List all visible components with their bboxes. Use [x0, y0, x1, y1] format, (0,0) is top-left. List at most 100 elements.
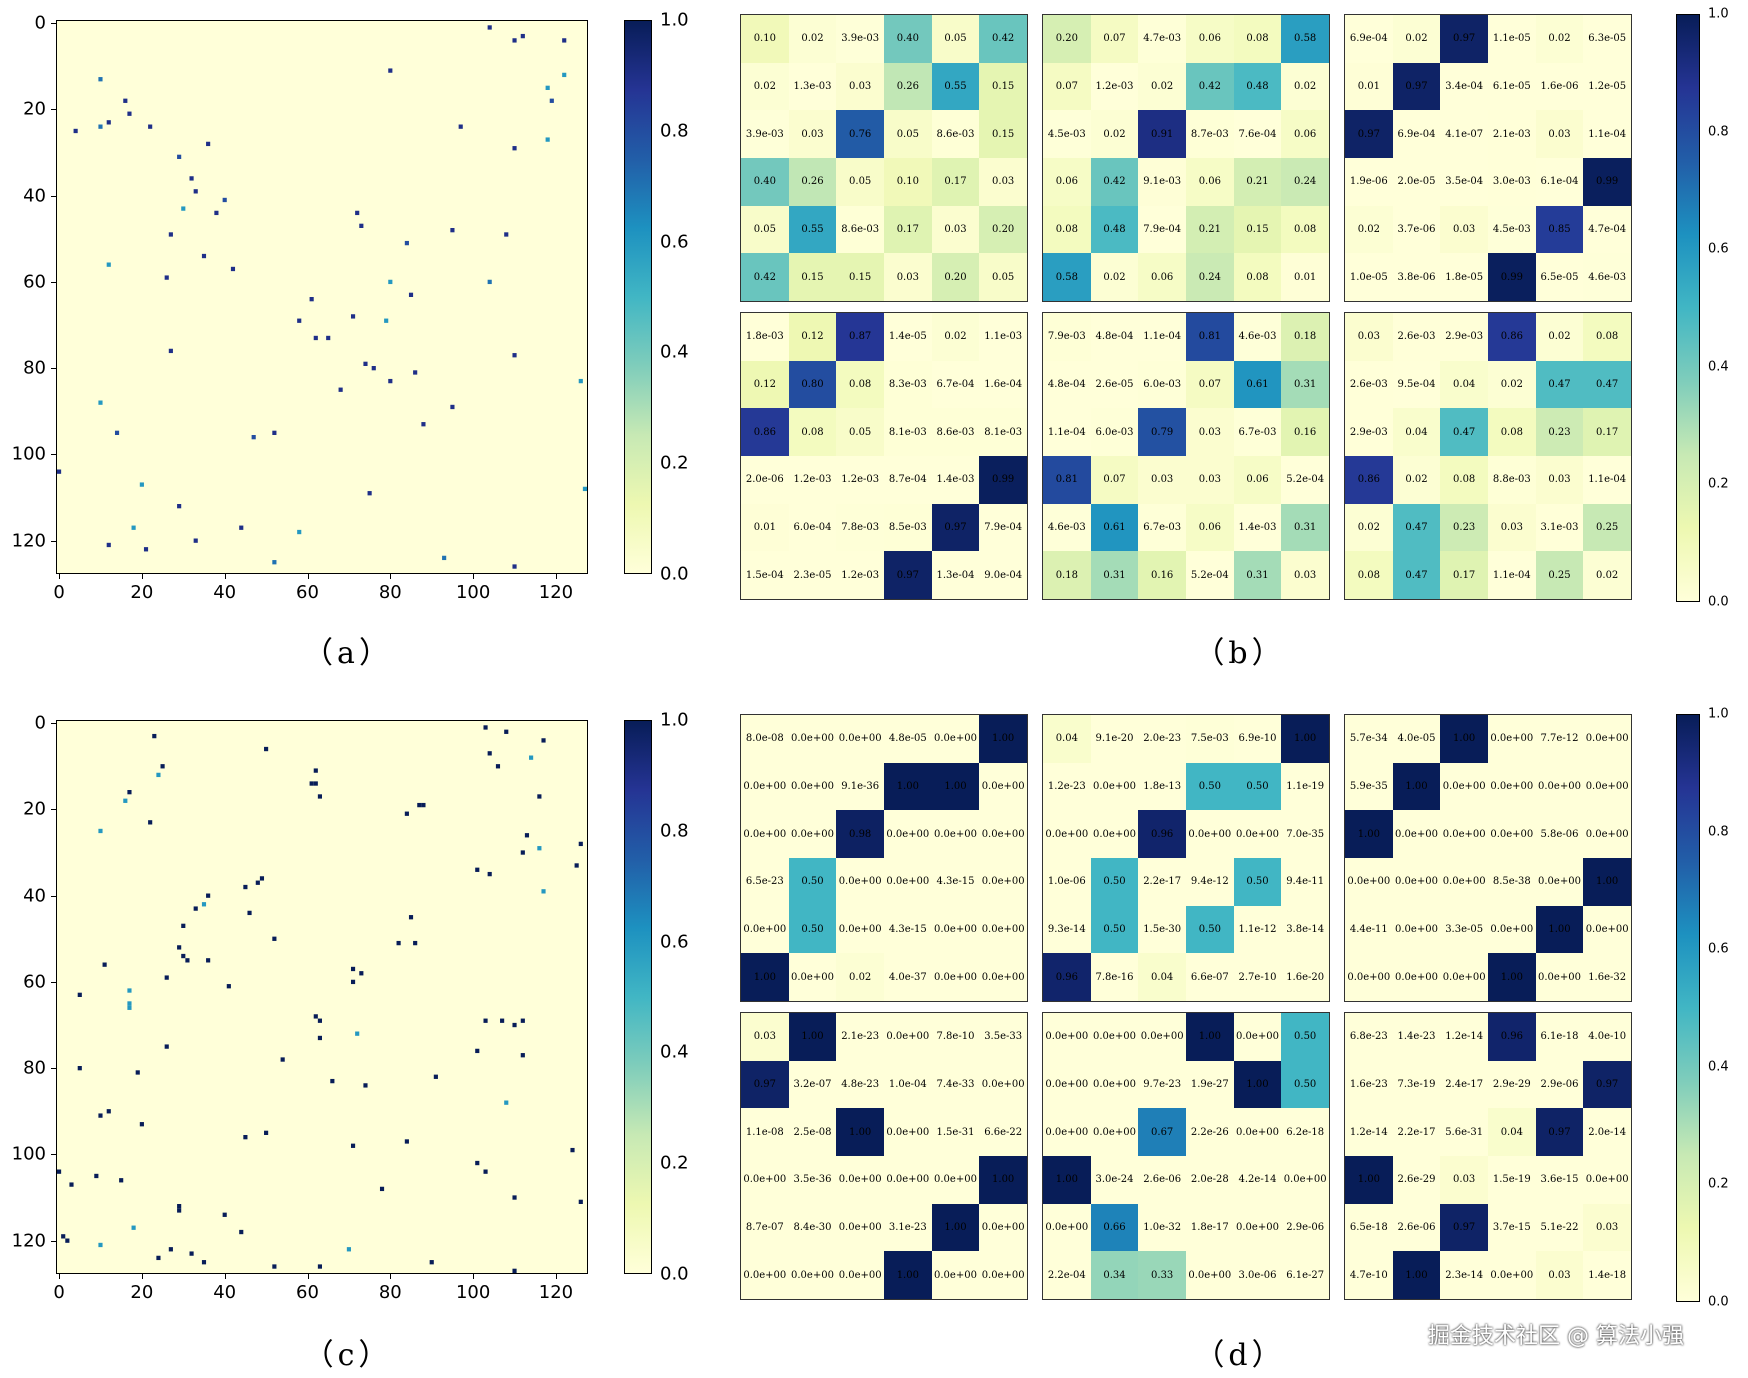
heat-cell	[164, 975, 169, 980]
heat-cell	[442, 555, 447, 561]
matrix-d-6: 6.8e-23 1.4e-23 1.2e-14 0.96 6.1e-18 4.0e-10 1…	[1344, 1012, 1632, 1300]
colorbar-tick-label: 0.6	[660, 231, 689, 253]
matrix-cell: 0.07	[1186, 360, 1234, 409]
matrix-cell: 9.4e-11	[1281, 858, 1329, 906]
matrix-cell: 0.0e+00	[836, 1251, 884, 1299]
matrix-cell: 1.2e-05	[1583, 62, 1631, 111]
matrix-cell: 0.47	[1535, 360, 1584, 409]
matrix-cell: 0.0e+00	[1392, 858, 1441, 906]
heat-cell	[139, 482, 144, 487]
matrix-cell: 0.40	[884, 15, 932, 63]
heat-cell	[297, 529, 302, 535]
heat-cell	[330, 1078, 335, 1084]
matrix-cell: 6.9e-10	[1233, 715, 1282, 763]
matrix-b-6: 0.03 2.6e-03 2.9e-03 0.86 0.02 0.08 2.6e-03 9.5…	[1344, 312, 1632, 600]
heat-cell	[359, 971, 364, 976]
matrix-cell: 0.0e+00	[1488, 715, 1536, 763]
matrix-cell: 0.0e+00	[788, 810, 837, 858]
heat-cell	[119, 1178, 124, 1183]
colorbar-tick-label: 0.0	[1708, 1294, 1729, 1310]
matrix-cell: 0.05	[931, 15, 980, 63]
matrix-cell: 8.5e-03	[884, 503, 932, 552]
matrix-d-4: 0.03 1.00 2.1e-23 0.0e+00 7.8e-10 3.5e-33 0.97…	[740, 1012, 1028, 1300]
matrix-cell: 4.3e-15	[931, 858, 980, 906]
heat-cell	[512, 353, 517, 358]
heat-cell	[206, 958, 211, 963]
y-tick-mark	[51, 981, 56, 983]
heat-cell	[529, 755, 534, 760]
matrix-cell: 0.0e+00	[1043, 1108, 1091, 1156]
colorbar-tick-label: 0.8	[1708, 124, 1729, 140]
matrix-cell: 2.6e-06	[1392, 1203, 1441, 1252]
matrix-cell: 1.00	[931, 762, 980, 811]
matrix-cell: 1.00	[1043, 1156, 1091, 1204]
heat-cell	[404, 811, 409, 816]
matrix-cell: 6.0e-04	[788, 503, 837, 552]
matrix-cell: 6.1e-04	[1535, 158, 1584, 206]
heat-cell	[264, 746, 269, 752]
matrix-cell: 0.47	[1392, 503, 1441, 552]
matrix-cell: 0.87	[836, 313, 884, 361]
matrix-cell: 0.08	[836, 360, 884, 409]
matrix-cell: 0.50	[1281, 1013, 1329, 1061]
heat-cell	[251, 435, 256, 440]
heat-cell	[164, 275, 169, 280]
matrix-cell: 1.2e-23	[1043, 762, 1091, 811]
matrix-cell: 1.00	[1345, 1156, 1393, 1204]
heat-cell	[181, 923, 186, 928]
matrix-cell: 0.02	[1345, 205, 1393, 254]
heat-cell	[168, 1247, 173, 1252]
matrix-cell: 0.86	[1488, 313, 1536, 361]
matrix-cell: 6.8e-23	[1345, 1013, 1393, 1061]
matrix-cell: 1.00	[1488, 953, 1536, 1001]
matrix-cell: 0.0e+00	[931, 905, 980, 954]
matrix-cell: 4.0e-10	[1583, 1013, 1631, 1061]
heat-cell	[313, 768, 318, 773]
matrix-cell: 0.0e+00	[1440, 953, 1488, 1001]
matrix-cell: 5.8e-06	[1535, 810, 1584, 858]
x-tick-mark	[141, 574, 143, 579]
heat-cell	[355, 210, 360, 216]
matrix-cell: 0.16	[1281, 408, 1329, 456]
heat-cell	[408, 915, 414, 920]
heat-cell	[355, 1031, 360, 1036]
heat-cell	[346, 1247, 351, 1252]
matrix-cell: 7.9e-03	[1043, 313, 1091, 361]
matrix-cell: 4.0e-37	[884, 953, 932, 1001]
matrix-cell: 0.42	[741, 253, 789, 301]
heat-cell	[177, 1204, 182, 1209]
matrix-cell: 1.00	[1392, 1251, 1441, 1299]
matrix-cell: 9.5e-04	[1392, 360, 1441, 409]
matrix-cell: 1.00	[1583, 858, 1631, 906]
heat-cell	[338, 387, 343, 392]
heat-cell	[156, 1255, 161, 1261]
matrix-cell: 0.0e+00	[884, 1156, 932, 1204]
heat-cell	[541, 738, 546, 743]
matrix-cell: 0.18	[1281, 313, 1329, 361]
matrix-cell: 0.06	[1186, 158, 1234, 206]
matrix-cell: 0.0e+00	[741, 810, 789, 858]
heat-cell	[73, 128, 78, 134]
matrix-cell: 9.1e-20	[1090, 715, 1139, 763]
matrix-cell: 0.03	[741, 1013, 789, 1061]
matrix-cell: 0.79	[1138, 408, 1186, 456]
heat-cell	[309, 781, 314, 786]
matrix-cell: 0.0e+00	[788, 953, 837, 1001]
matrix-cell: 3.8e-14	[1281, 905, 1329, 954]
matrix-cell: 2.0e-23	[1138, 715, 1186, 763]
y-tick-mark	[51, 1240, 56, 1242]
matrix-cell: 0.02	[1488, 360, 1536, 409]
matrix-cell: 0.02	[788, 15, 837, 63]
x-tick-label: 0	[53, 1282, 65, 1303]
matrix-cell: 7.8e-16	[1090, 953, 1139, 1001]
matrix-cell: 0.0e+00	[931, 1251, 980, 1299]
matrix-cell: 1.00	[741, 953, 789, 1001]
colorbar-tick-label: 0.2	[1708, 1176, 1729, 1192]
heat-cell	[127, 1005, 132, 1010]
matrix-cell: 0.0e+00	[1535, 762, 1584, 811]
heat-cell	[206, 141, 211, 147]
matrix-cell: 2.9e-03	[1345, 408, 1393, 456]
matrix-cell: 0.58	[1281, 15, 1329, 63]
matrix-cell: 0.0e+00	[1281, 1156, 1329, 1204]
matrix-cell: 4.8e-04	[1090, 313, 1139, 361]
